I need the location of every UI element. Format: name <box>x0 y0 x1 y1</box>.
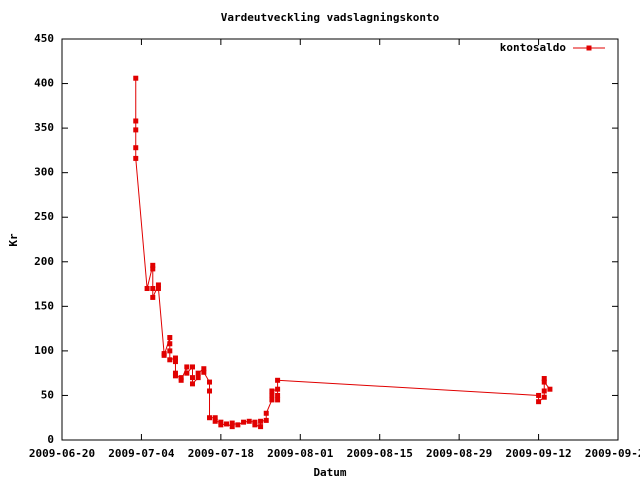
point <box>252 419 258 425</box>
chart-title: Vardeutveckling vadslagningskonto <box>221 11 440 24</box>
point <box>275 377 281 383</box>
point <box>150 294 156 300</box>
point <box>189 364 195 370</box>
point <box>172 359 178 365</box>
point <box>195 370 201 376</box>
y-tick-label: 350 <box>34 121 54 134</box>
point <box>172 370 178 376</box>
point <box>275 386 281 392</box>
point <box>184 364 190 370</box>
point <box>178 377 184 383</box>
point <box>155 286 161 292</box>
point <box>184 370 190 376</box>
point <box>133 127 139 133</box>
point <box>189 381 195 387</box>
point <box>263 410 269 416</box>
point <box>263 417 269 423</box>
point <box>229 424 235 430</box>
x-tick-label: 2009-07-18 <box>188 447 254 460</box>
y-tick-label: 450 <box>34 32 54 45</box>
point <box>547 386 553 392</box>
point <box>241 419 247 425</box>
y-tick-label: 300 <box>34 166 54 179</box>
y-tick-label: 100 <box>34 344 54 357</box>
point <box>269 397 275 403</box>
point <box>201 366 207 372</box>
point <box>167 341 173 347</box>
plot-border <box>61 38 619 441</box>
point <box>258 424 264 430</box>
point <box>269 388 275 394</box>
y-tick-label: 50 <box>41 388 54 401</box>
x-tick-label: 2009-09-12 <box>505 447 571 460</box>
point <box>201 369 207 375</box>
point <box>218 419 224 425</box>
point <box>167 348 173 354</box>
point <box>167 335 173 341</box>
point <box>133 145 139 151</box>
point <box>178 375 184 381</box>
y-tick-label: 150 <box>34 299 54 312</box>
point <box>218 422 224 428</box>
point <box>212 418 218 424</box>
x-tick-label: 2009-08-01 <box>267 447 334 460</box>
point <box>195 375 201 381</box>
y-tick-label: 200 <box>34 255 54 268</box>
x-tick-label: 2009-07-04 <box>108 447 175 460</box>
y-tick-label: 250 <box>34 210 54 223</box>
point <box>207 379 213 385</box>
x-tick-label: 2009-08-29 <box>426 447 492 460</box>
point <box>150 286 156 292</box>
x-tick-label: 2009-06-20 <box>29 447 95 460</box>
point <box>212 415 218 421</box>
y-tick-label: 0 <box>47 433 54 446</box>
point <box>189 375 195 381</box>
legend-label: kontosaldo <box>500 41 567 54</box>
point <box>269 392 275 398</box>
point <box>275 397 281 403</box>
point <box>541 376 547 382</box>
legend-marker <box>586 45 592 51</box>
point <box>235 422 241 428</box>
point <box>541 379 547 385</box>
x-axis-label: Datum <box>313 466 346 479</box>
point <box>150 266 156 272</box>
point <box>224 421 230 427</box>
point <box>155 282 161 288</box>
y-tick-label: 400 <box>34 77 54 90</box>
point <box>275 392 281 398</box>
point <box>150 262 156 268</box>
point <box>172 373 178 379</box>
point <box>207 415 213 421</box>
x-tick-label: 2009-08-15 <box>347 447 413 460</box>
x-tick-label: 2009-09-26 <box>585 447 640 460</box>
point <box>172 355 178 361</box>
point <box>167 357 173 363</box>
point <box>541 388 547 394</box>
point <box>229 420 235 426</box>
point <box>536 399 542 405</box>
point <box>133 118 139 124</box>
point <box>133 75 139 81</box>
point <box>258 418 264 424</box>
point <box>246 418 252 424</box>
point <box>541 394 547 400</box>
point <box>133 155 139 161</box>
point <box>161 352 167 358</box>
y-axis-label: Kr <box>7 233 20 247</box>
point <box>207 388 213 394</box>
point <box>536 392 542 398</box>
point <box>252 422 258 428</box>
point <box>144 286 150 292</box>
